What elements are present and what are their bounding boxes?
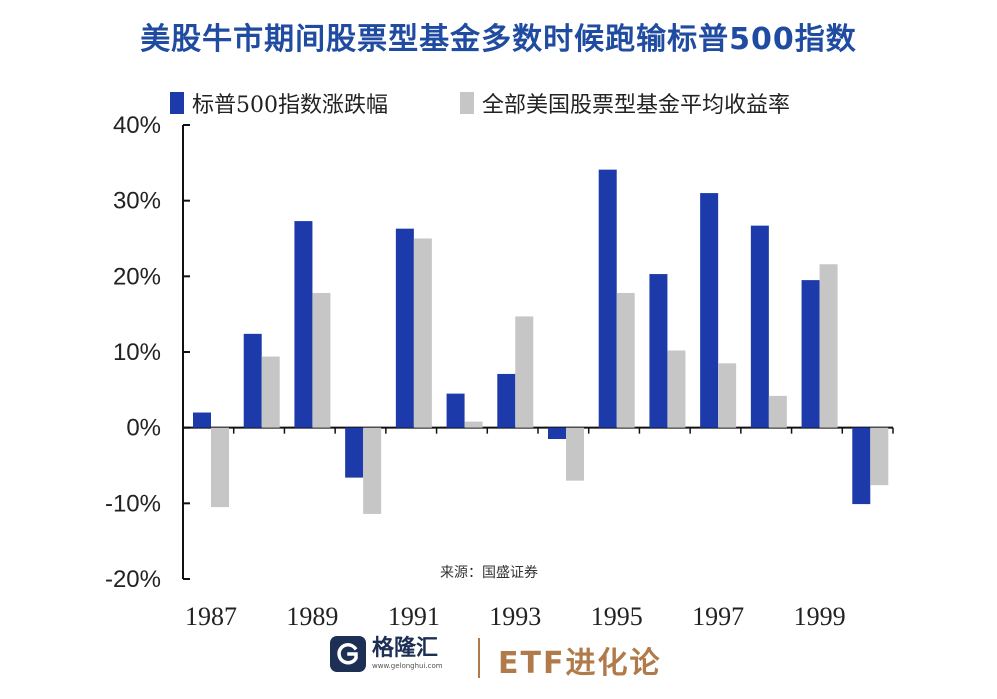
x-tick-label: 1989 xyxy=(286,602,338,631)
legend-item-funds: 全部美国股票型基金平均收益率 xyxy=(460,88,790,118)
x-tick-label: 1997 xyxy=(692,602,744,631)
legend-item-sp500: 标普500指数涨跌幅 xyxy=(170,88,388,118)
bar-sp500-1997 xyxy=(700,193,719,428)
bar-funds-1994 xyxy=(566,427,584,481)
bar-funds-1989 xyxy=(312,292,331,428)
bar-sp500-1987 xyxy=(193,412,211,428)
bar-sp500-1994 xyxy=(548,427,566,440)
bar-funds-1988 xyxy=(261,356,280,428)
legend-swatch-funds xyxy=(460,92,474,114)
bar-funds-1992 xyxy=(464,421,483,428)
bar-sp500-1988 xyxy=(243,333,262,428)
legend-label-funds: 全部美国股票型基金平均收益率 xyxy=(482,93,791,118)
chart-title: 美股牛市期间股票型基金多数时候跑输标普500指数 xyxy=(140,22,857,57)
logo-g-icon xyxy=(330,636,366,672)
y-tick-label: 40% xyxy=(113,112,161,139)
bar-sp500-1999 xyxy=(801,280,820,428)
y-tick-label: 0% xyxy=(126,415,161,442)
y-tick-label: -20% xyxy=(105,566,161,593)
bar-sp500-1992 xyxy=(446,393,465,428)
bar-funds-1997 xyxy=(718,363,737,428)
brand-name: 格隆汇 xyxy=(372,636,439,661)
bar-funds-1999 xyxy=(819,264,838,428)
bar-sp500-1998 xyxy=(750,225,769,428)
bar-funds-1998 xyxy=(768,395,787,428)
bar-sp500-1989 xyxy=(294,221,313,428)
x-tick-label: 1995 xyxy=(591,602,643,631)
y-tick-label: 30% xyxy=(113,188,161,215)
bar-sp500-1996 xyxy=(649,274,668,428)
bar-sp500-1993 xyxy=(497,373,516,428)
bar-funds-1996 xyxy=(667,350,686,428)
channel-name: ETF进化论 xyxy=(498,646,662,681)
bar-funds-2000 xyxy=(870,427,889,486)
bar-sp500-1990 xyxy=(345,427,364,478)
x-tick-label: 1991 xyxy=(388,602,440,631)
footer: 格隆汇 www.gelonghui.com ETF进化论 xyxy=(0,632,997,692)
legend-swatch-sp500 xyxy=(170,92,184,114)
y-tick-label: -10% xyxy=(105,490,161,517)
y-tick-label: 20% xyxy=(113,263,161,290)
x-tick-label: 1999 xyxy=(794,602,846,631)
legend-label-sp500: 标普500指数涨跌幅 xyxy=(192,93,388,118)
gelonghui-logo: 格隆汇 www.gelonghui.com xyxy=(330,636,443,672)
bar-funds-1987 xyxy=(211,427,229,508)
x-tick-label: 1993 xyxy=(489,602,541,631)
bar-sp500-1995 xyxy=(598,169,617,428)
bar-sp500-2000 xyxy=(852,427,871,505)
x-tick-label: 1987 xyxy=(185,602,237,631)
bar-funds-1993 xyxy=(515,316,534,428)
bar-funds-1991 xyxy=(413,238,432,428)
y-tick-label: 10% xyxy=(113,339,161,366)
footer-divider xyxy=(478,638,480,678)
bar-sp500-1991 xyxy=(395,228,414,428)
brand-url: www.gelonghui.com xyxy=(372,662,443,670)
bar-funds-1995 xyxy=(616,292,635,428)
source-note: 来源：国盛证券 xyxy=(440,565,538,581)
bar-funds-1990 xyxy=(363,427,382,514)
